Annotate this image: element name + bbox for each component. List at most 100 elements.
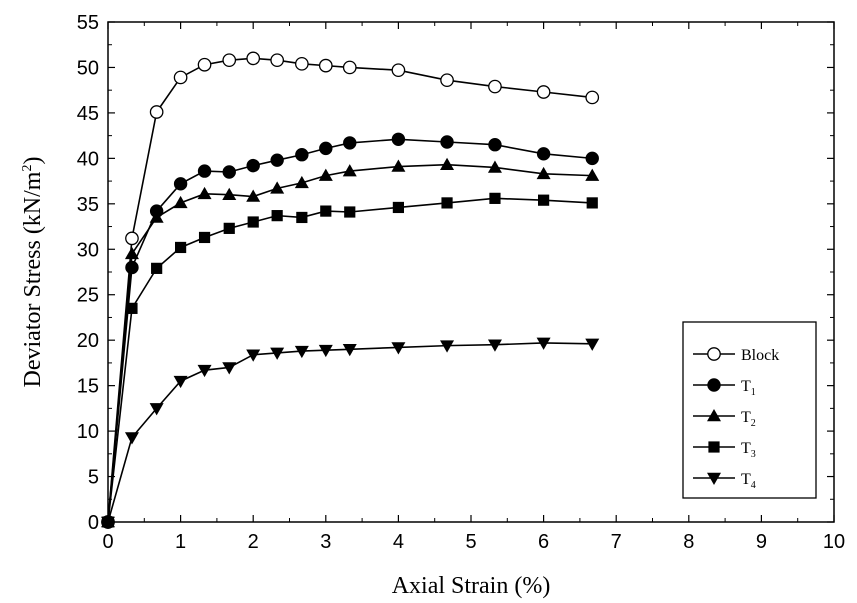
legend-marker (708, 441, 720, 453)
data-point-t3 (489, 192, 501, 204)
x-tick-label: 0 (102, 531, 113, 553)
x-tick-label: 4 (393, 531, 404, 553)
data-point-t1 (391, 132, 406, 146)
series-layer (101, 51, 600, 529)
data-point-t1 (197, 164, 212, 178)
data-point-t3 (247, 216, 259, 228)
y-tick-label: 55 (77, 12, 99, 34)
data-point-block (440, 73, 454, 88)
series-block (101, 51, 600, 529)
data-point-block (270, 53, 285, 68)
legend-label: T3 (741, 440, 756, 460)
data-point-t2 (318, 168, 333, 181)
data-point-t4 (391, 342, 406, 355)
data-point-block (294, 56, 309, 71)
data-point-t4 (294, 345, 309, 359)
x-tick-label: 7 (611, 531, 622, 553)
x-tick-label: 3 (320, 531, 331, 553)
y-tick-label: 35 (77, 194, 99, 216)
data-point-block (173, 70, 188, 85)
data-point-t3 (586, 197, 598, 209)
data-point-t4 (440, 340, 455, 353)
legend-box (682, 321, 817, 499)
x-axis-title: Axial Strain (%) (392, 573, 551, 599)
data-point-t3 (151, 262, 163, 274)
data-point-t2 (536, 166, 551, 180)
y-tick-label: 50 (77, 57, 99, 79)
data-point-block (536, 85, 551, 99)
series-t3 (102, 192, 598, 528)
data-point-t3 (344, 206, 356, 218)
x-tick-label: 10 (823, 531, 845, 553)
data-point-t2 (342, 164, 357, 177)
x-tick-label: 2 (248, 531, 259, 553)
data-point-t1 (536, 147, 551, 161)
y-tick-label: 20 (77, 330, 99, 352)
data-point-block (342, 60, 357, 75)
series-t1 (101, 132, 599, 529)
data-point-t4 (270, 347, 285, 360)
data-point-t3 (296, 211, 308, 224)
data-point-t4 (487, 339, 502, 352)
data-point-t1 (440, 135, 454, 149)
data-point-block (246, 51, 261, 66)
data-point-t2 (149, 210, 164, 223)
series-line-t4 (107, 342, 593, 523)
data-point-t1 (319, 141, 333, 156)
data-point-t1 (173, 177, 188, 191)
data-point-t1 (246, 158, 260, 173)
data-point-t3 (126, 302, 138, 314)
data-point-t2 (585, 168, 600, 181)
legend-item-t3: T3 (693, 440, 756, 460)
legend-item-t1: T1 (693, 378, 756, 398)
data-point-t2 (222, 187, 237, 200)
legend-label: Block (741, 347, 779, 364)
data-point-t2 (246, 189, 261, 202)
data-point-t3 (392, 201, 404, 214)
data-point-t1 (125, 260, 139, 275)
data-point-t4 (246, 349, 261, 362)
data-point-t1 (343, 136, 357, 150)
data-point-t2 (197, 186, 212, 200)
data-point-t4 (342, 344, 357, 357)
y-tick-label: 10 (77, 421, 99, 443)
legend-marker (707, 472, 721, 485)
data-point-t2 (391, 159, 406, 172)
legend-label: T2 (741, 409, 756, 429)
legend-item-block: Block (693, 347, 779, 364)
x-axis-ticks: 0 1 2 3 4 5 6 7 8 9 10 (102, 22, 845, 553)
data-point-t1 (585, 151, 599, 166)
x-tick-label: 5 (465, 531, 476, 553)
data-point-t1 (488, 138, 502, 152)
data-point-t2 (270, 181, 285, 194)
data-point-block (222, 53, 237, 68)
data-point-t4 (149, 403, 164, 416)
x-tick-label: 6 (538, 531, 549, 553)
data-point-t4 (585, 338, 600, 351)
data-point-block (391, 63, 406, 78)
series-line-t3 (107, 197, 593, 523)
x-tick-label: 9 (756, 531, 767, 553)
data-point-t3 (441, 197, 453, 209)
legend-item-t4: T4 (693, 471, 756, 491)
data-point-block (318, 58, 333, 73)
data-point-t3 (198, 231, 211, 244)
y-tick-label: 45 (77, 103, 99, 125)
data-point-t3 (271, 210, 283, 222)
data-point-t1 (270, 153, 284, 167)
data-point-t2 (173, 195, 188, 209)
y-tick-label: 30 (77, 239, 99, 261)
legend-marker (707, 409, 721, 422)
data-point-block (585, 90, 600, 105)
data-point-t1 (295, 148, 309, 162)
legend-item-t2: T2 (693, 409, 756, 429)
data-point-t2 (124, 246, 139, 260)
data-point-t3 (223, 222, 235, 234)
data-point-t3 (175, 241, 187, 254)
data-point-block (125, 231, 139, 246)
legend-label: T4 (741, 471, 756, 491)
series-line-t1 (107, 138, 593, 523)
x-tick-label: 1 (175, 531, 186, 553)
y-tick-label: 40 (77, 148, 99, 170)
